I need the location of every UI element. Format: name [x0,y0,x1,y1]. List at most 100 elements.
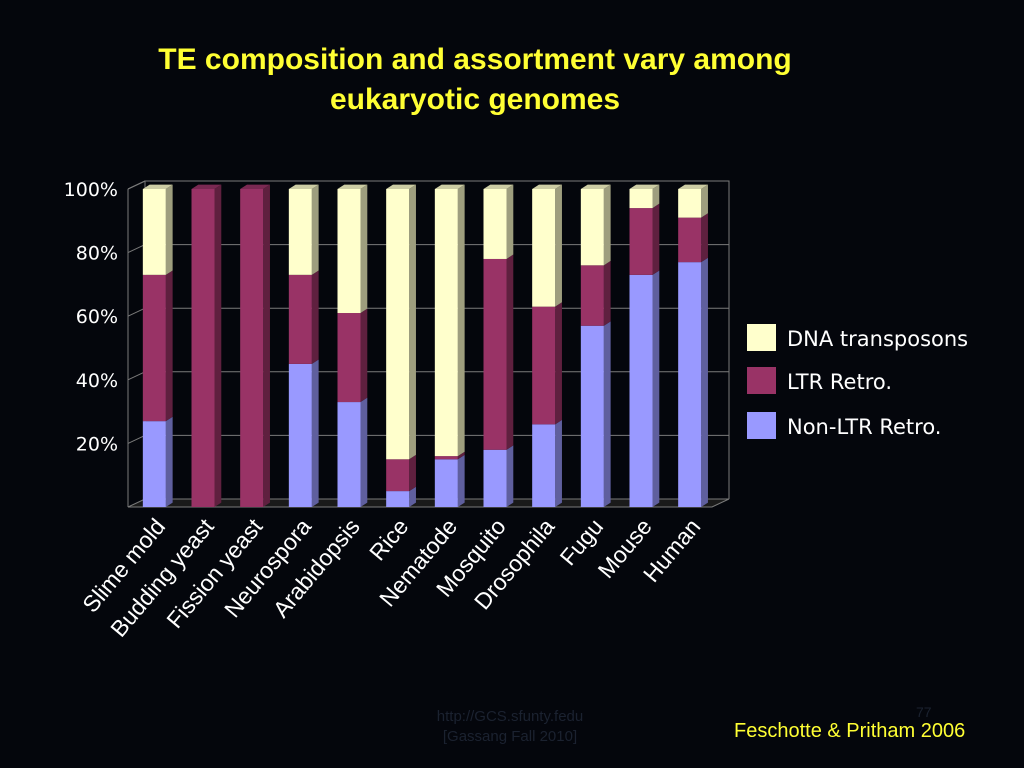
bar-top-cap [629,184,660,189]
bar-segment-side [506,254,514,450]
bar-segment-side [409,454,416,492]
bar-segment-side [652,270,660,507]
page-number: 77 [916,704,932,720]
gridline-depth [127,371,146,381]
bar-top-cap [191,184,222,189]
bar-segment [629,208,653,275]
bar-segment-side [214,184,222,507]
y-tick-label: 20% [76,433,118,455]
bar-segment [483,189,507,259]
legend-swatch [747,412,776,439]
bar-top-cap [386,184,416,189]
bar-segment-side [555,302,562,425]
bar-segment-side [701,184,708,218]
y-axis-ticks: 20% 40% 60% 80% 100% [64,179,118,455]
bar-segment [532,306,556,425]
bar-top-cap [580,184,611,189]
bar-segment [678,262,702,507]
bar-top-cap [337,184,368,189]
bar-segment [483,258,507,450]
bar-stack [288,184,319,507]
bar-segment-side [603,184,611,266]
bar-segment [434,459,458,507]
bar-segment [580,189,604,266]
bar-segment [288,274,312,364]
bar-stack [191,184,222,507]
bar-segment [386,189,410,460]
bar-segment-side [165,270,173,422]
bar-segment-side [360,184,368,314]
bar-segment-side [165,184,173,275]
bar-top-cap [288,184,319,189]
bar-stack [434,184,465,507]
bar-segment [337,189,361,314]
bar-segment-side [652,203,660,275]
bar-segment [678,189,702,218]
legend-label: DNA transposons [787,327,968,351]
bar-segment [386,491,410,507]
footer-line2: [Gassang Fall 2010] [442,728,578,745]
bar-segment [629,274,653,507]
bar-segment [337,402,361,507]
bar-stack [580,184,611,507]
bar-top-cap [434,184,465,189]
bar-segment-side [360,308,368,403]
bar-stack [337,184,368,507]
bar-top-cap [240,184,270,189]
bar-segment [678,217,702,263]
y-tick-label: 80% [76,243,118,265]
bar-segment-side [311,359,319,507]
bar-segment-side [603,321,611,507]
bar-stack [142,184,173,507]
gridline-depth [127,180,146,190]
bar-segment [580,325,604,507]
legend-swatch [747,324,776,351]
slide-title-line1: TE composition and assortment vary among [158,43,792,76]
bar-segment-side [555,184,562,307]
bar-segment-side [311,270,319,364]
bar-segment-side [701,257,708,507]
bar-stack [678,184,708,507]
bar-segment [142,274,166,422]
bar-segment [434,189,458,457]
bar-segment [483,449,507,507]
bar-segment-side [603,260,611,326]
bar-segment [337,313,361,403]
gridline-depth [127,434,146,444]
bar-stack [483,184,514,507]
y-tick-label: 100% [64,179,118,201]
bar-segment-side [457,454,465,507]
bar-segment-side [701,213,708,263]
bar-top-cap [483,184,514,189]
bar-segment [532,424,556,507]
chart-floor [127,498,730,508]
bar-segment [386,459,410,492]
bar-top-cap [142,184,173,189]
slide-footer: http://GCS.sfunty.fedu [Gassang Fall 201… [380,707,640,747]
bar-stack [240,184,270,507]
bar-segment [142,189,166,275]
bar-segment [288,189,312,275]
bar-segment-side [506,184,514,259]
gridline-depth [127,307,146,317]
bar-segment-side [506,445,514,507]
bar-segment-side [165,416,173,507]
bar-top-cap [532,184,562,189]
bar-stack [629,184,660,507]
bar-segment-side [409,486,416,507]
chart-bars [142,184,708,507]
bar-segment-side [555,419,562,507]
citation: Feschotte & Pritham 2006 [734,720,966,742]
bar-stack [532,184,562,507]
bar-segment [191,189,215,507]
legend-label: LTR Retro. [787,370,892,394]
bar-segment-side [457,451,465,460]
bar-segment [532,189,556,307]
slide-title-line2: eukaryotic genomes [329,83,621,116]
chart-legend: DNA transposons LTR Retro. Non-LTR Retro. [747,324,968,439]
bar-segment-side [409,184,416,460]
legend-label: Non-LTR Retro. [787,415,941,439]
y-tick-label: 60% [76,306,118,328]
